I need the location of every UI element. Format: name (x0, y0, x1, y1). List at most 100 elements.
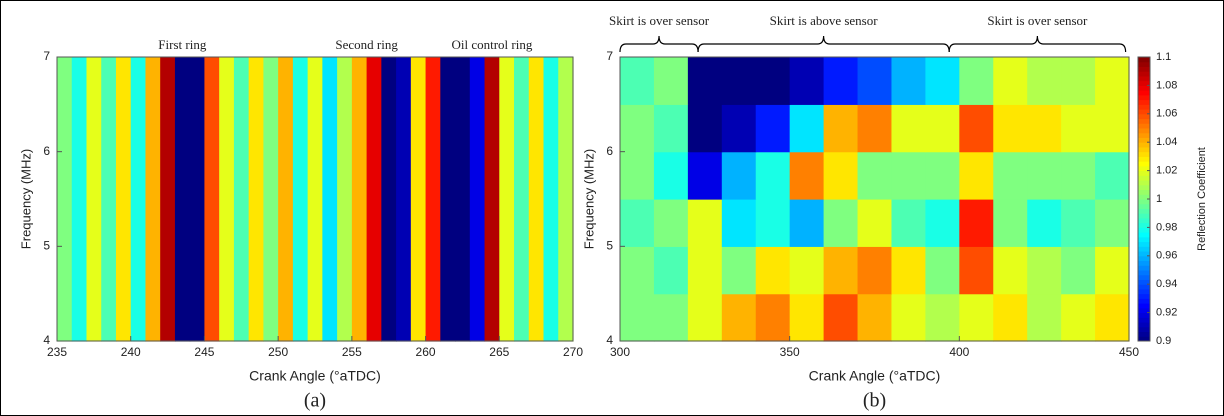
colorbar-step (1138, 307, 1150, 314)
heat-cell (1061, 246, 1096, 295)
heat-cell (620, 293, 655, 342)
colorbar-step (1138, 217, 1150, 224)
x-tick-label: 450 (1119, 345, 1139, 359)
heat-cell (925, 57, 960, 105)
heat-cell (1027, 151, 1062, 200)
heat-cell (145, 57, 161, 342)
heat-cell (721, 199, 757, 247)
heat-cell (891, 104, 926, 153)
colorbar-step (1138, 99, 1150, 105)
heat-cell (823, 246, 859, 295)
colorbar-step (1138, 222, 1150, 228)
x-tick-label: 300 (610, 345, 630, 359)
heat-cell (1027, 246, 1062, 295)
heat-cell (823, 199, 859, 247)
colorbar-step (1138, 265, 1150, 271)
colorbar-step (1138, 104, 1150, 110)
heat-cell (233, 57, 250, 342)
heat-cell (160, 57, 176, 342)
heat-cell (101, 57, 117, 342)
brace (619, 35, 699, 53)
y-tick-label: 4 (606, 333, 613, 347)
x-axis-label: Crank Angle (°aTDC) (249, 368, 381, 384)
colorbar-step (1138, 227, 1150, 233)
heat-cell (959, 151, 994, 200)
heat-cell (484, 57, 500, 342)
heat-cell (857, 151, 893, 200)
x-axis-label: Crank Angle (°aTDC) (809, 368, 941, 384)
heat-cell (366, 57, 382, 342)
colorbar-tick-label: 1.08 (1156, 79, 1177, 91)
brace (697, 35, 950, 53)
heat-cell (1027, 293, 1062, 342)
heat-cell (469, 57, 486, 342)
colorbar-tick-label: 1.02 (1156, 165, 1177, 177)
heat-cell (959, 199, 994, 247)
heat-cell (620, 104, 655, 153)
heat-cell (755, 246, 791, 295)
annotation: Skirt is over sensor (987, 13, 1088, 28)
heat-cell (925, 151, 960, 200)
heat-cell (1095, 246, 1130, 295)
heat-cell (925, 246, 960, 295)
heat-cell (687, 293, 723, 342)
heat-cell (1027, 104, 1062, 153)
heat-cell (543, 57, 559, 342)
heat-cell (130, 57, 147, 342)
heat-cell (455, 57, 471, 342)
heat-cell (1061, 104, 1096, 153)
colorbar-tick-label: 1.06 (1156, 108, 1177, 120)
colorbar-step (1138, 132, 1150, 138)
heat-cell (755, 104, 791, 153)
colorbar-step (1138, 251, 1150, 257)
heat-cell (823, 293, 859, 342)
y-axis-label: Frequency (MHz) (581, 149, 596, 249)
colorbar-tick-label: 0.92 (1156, 307, 1177, 319)
colorbar-tick-label: 0.96 (1156, 250, 1177, 262)
colorbar-step (1138, 322, 1150, 328)
heat-cell (823, 57, 859, 105)
colorbar-tick-label: 0.98 (1156, 221, 1177, 233)
colorbar-step (1138, 109, 1150, 115)
heat-cell (1095, 57, 1130, 105)
heat-cell (174, 57, 191, 342)
colorbar-step (1138, 288, 1150, 295)
heat-cell (789, 151, 825, 200)
heat-cell (959, 246, 994, 295)
heat-cell (959, 293, 994, 342)
heat-cell (1061, 199, 1096, 247)
colorbar-step (1138, 137, 1150, 143)
heat-cell (115, 57, 132, 342)
heat-cell (410, 57, 427, 342)
heat-cell (189, 57, 206, 342)
heat-cell (721, 151, 757, 200)
x-tick-label: 400 (949, 345, 969, 359)
y-tick-label: 6 (606, 144, 613, 158)
colorbar-step (1138, 199, 1150, 205)
colorbar-step (1138, 90, 1150, 96)
heat-cell (993, 104, 1028, 153)
heat-cell (789, 104, 825, 153)
x-tick-label: 265 (489, 345, 509, 359)
heat-cell (1027, 199, 1062, 247)
heat-cell (891, 293, 926, 342)
y-axis-label: Frequency (MHz) (18, 149, 33, 249)
heat-cell (687, 199, 723, 247)
x-tick-label: 245 (194, 345, 214, 359)
heat-cell (653, 57, 689, 105)
heat-cell (653, 151, 689, 200)
heat-cell (857, 246, 893, 295)
colorbar-step (1138, 317, 1150, 323)
heat-cell (396, 57, 412, 342)
colorbar-tick-label: 0.94 (1156, 278, 1177, 290)
heat-cell (440, 57, 456, 342)
heat-cell (857, 199, 893, 247)
heat-cell (620, 57, 655, 105)
heat-cell (721, 246, 757, 295)
y-tick-label: 7 (43, 49, 50, 63)
heat-cell (687, 57, 723, 105)
colorbar-step (1138, 184, 1150, 191)
heat-cell (558, 57, 574, 342)
heat-cell (993, 199, 1028, 247)
colorbar-step (1138, 255, 1150, 262)
